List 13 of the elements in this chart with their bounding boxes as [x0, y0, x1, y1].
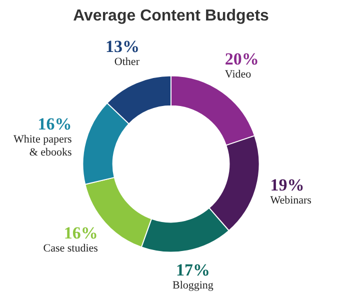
slice-label: Case studies — [43, 242, 98, 254]
slice-label: Other — [114, 56, 140, 68]
data-label: 16% — [38, 114, 72, 134]
data-label: 13% — [105, 36, 140, 56]
slice-label: White papers & ebooks — [13, 133, 72, 158]
slice-label: Blogging — [172, 280, 214, 292]
slice-label: Webinars — [270, 194, 312, 207]
data-label: 16% — [64, 223, 98, 242]
data-label: 17% — [176, 260, 210, 280]
chart-title: Average Content Budgets — [73, 8, 270, 24]
data-label: 19% — [270, 176, 304, 195]
slice-label: Video — [224, 68, 252, 80]
data-label: 20% — [224, 49, 259, 68]
